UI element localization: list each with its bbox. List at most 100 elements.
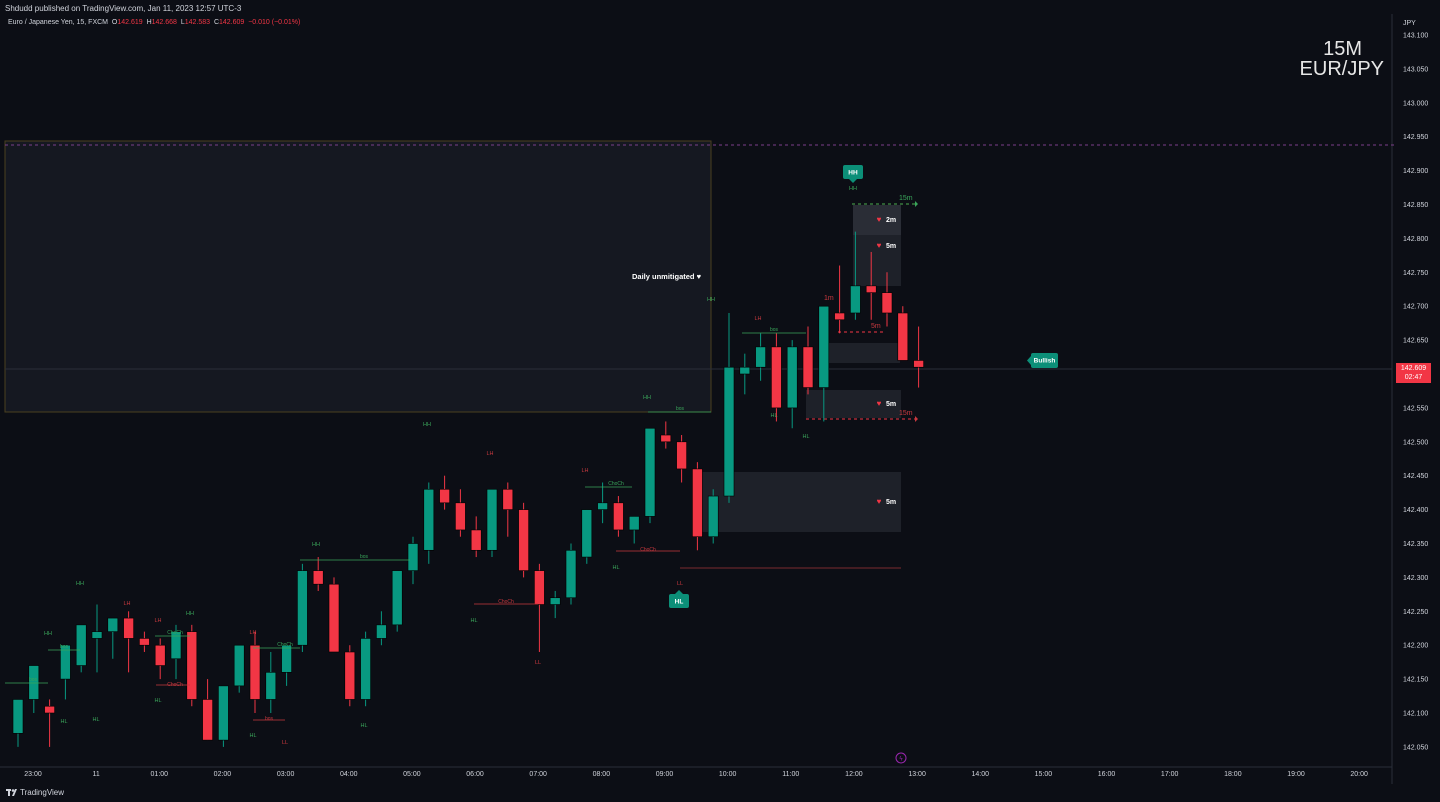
heart-icon: ♥ [877, 241, 882, 250]
zone-1m [822, 343, 900, 363]
liq-1m-label: 1m [824, 295, 834, 302]
candle-body [249, 644, 261, 700]
x-tick-label: 11:00 [782, 771, 799, 778]
candle-body [723, 366, 735, 497]
candle-body [802, 346, 814, 388]
candle-body [44, 705, 55, 714]
y-tick-label: 143.100 [1403, 33, 1428, 40]
structure-label: HL [470, 618, 477, 624]
structure-label: HH [643, 395, 651, 401]
structure-label: HH [423, 422, 431, 428]
currency-label: JPY [1403, 20, 1416, 27]
x-tick-label: 07:00 [529, 771, 547, 778]
candle-body [91, 631, 103, 639]
candle-body [771, 346, 782, 409]
liq-15m-high-label: 15m [899, 195, 913, 202]
y-tick-label: 142.650 [1403, 338, 1428, 345]
structure-label: HL [92, 717, 99, 723]
close-label: C [213, 19, 219, 26]
x-tick-label: 10:00 [719, 771, 737, 778]
candle-body [881, 292, 893, 314]
candle-body [376, 624, 387, 639]
candle-body [60, 644, 71, 680]
y-tick-label: 142.200 [1403, 643, 1428, 650]
watermark-timeframe: 15M [1323, 38, 1362, 60]
candle-body [581, 509, 593, 558]
x-tick-label: 03:00 [277, 771, 295, 778]
y-tick-label: 142.750 [1403, 270, 1428, 277]
brand-name[interactable]: TradingView [20, 788, 65, 797]
publish-text: Shdudd published on TradingView.com, Jan… [5, 4, 242, 13]
y-tick-label: 142.350 [1403, 541, 1428, 548]
candle-body [850, 285, 861, 314]
hl-badge-text: HL [675, 599, 684, 606]
symbol-name[interactable]: Euro / Japanese Yen, 15, FXCM [8, 19, 109, 26]
x-tick-label: 16:00 [1098, 771, 1116, 778]
zone-5m-mid [806, 390, 901, 418]
x-tick-label: 06:00 [466, 771, 484, 778]
x-tick-label: 08:00 [593, 771, 611, 778]
candle-body [818, 305, 830, 388]
event-lightning-icon [895, 752, 907, 764]
structure-line-label: bos [29, 677, 38, 683]
x-tick-label: 17:00 [1161, 771, 1179, 778]
structure-label: HH [76, 581, 84, 587]
last-price-label: 142.609 02:47 [1396, 363, 1431, 383]
y-tick-label: 142.250 [1403, 609, 1428, 616]
open-label: O [111, 19, 118, 26]
candle-body [328, 583, 340, 653]
candle-body [202, 699, 213, 741]
structure-line-label: ChoCh [640, 547, 656, 553]
structure-label: LL [677, 581, 683, 587]
structure-line-label: ChoCh [277, 642, 293, 648]
liq-5m-label: 5m [871, 323, 881, 330]
structure-line-label: bos [676, 406, 685, 412]
candle-body [12, 699, 24, 734]
candle-body [360, 638, 371, 700]
structure-label: HH [849, 186, 857, 192]
y-tick-label: 142.850 [1403, 202, 1428, 209]
structure-label: HL [249, 733, 256, 739]
y-tick-label: 142.300 [1403, 575, 1428, 582]
bullish-badge [1031, 353, 1058, 368]
candle-body [123, 617, 134, 639]
structure-label: HH [44, 631, 52, 637]
arrow-icon [915, 416, 918, 422]
structure-label: LH [249, 630, 256, 636]
candle-body [549, 597, 561, 605]
candle-body [218, 685, 229, 741]
heart-icon: ♥ [877, 497, 882, 506]
x-tick-label: 11 [93, 771, 100, 778]
x-tick-label: 04:00 [340, 771, 358, 778]
tradingview-logo-icon[interactable] [6, 788, 18, 797]
x-tick-label: 15:00 [1035, 771, 1053, 778]
low-value: 142.583 [184, 19, 211, 26]
publish-bar: Shdudd published on TradingView.com, Jan… [0, 0, 1440, 16]
daily-unmitigated-label: Daily unmitigated ♥ [632, 272, 702, 281]
candle-body [233, 644, 245, 687]
candle-body [186, 631, 198, 700]
y-tick-label: 142.500 [1403, 439, 1428, 446]
x-tick-label: 02:00 [214, 771, 232, 778]
candle-body [502, 488, 514, 510]
candle-body [755, 346, 766, 368]
bullish-badge-pointer [1027, 356, 1031, 365]
y-tick-label: 142.400 [1403, 507, 1428, 514]
y-tick-label: 142.900 [1403, 168, 1428, 175]
structure-label: LH [754, 316, 761, 322]
structure-label: HL [612, 565, 619, 571]
high-value: 142.668 [151, 19, 177, 26]
candle-body [439, 488, 450, 504]
close-value: 142.609 [219, 19, 245, 26]
candle-body [644, 427, 656, 517]
candle-body [597, 502, 608, 510]
structure-line-label: bos [265, 716, 274, 722]
structure-line-label: bos [60, 644, 69, 650]
liq-15m-low-label: 15m [899, 410, 913, 417]
candle-body [407, 543, 419, 571]
structure-label: HL [154, 698, 161, 704]
x-tick-label: 23:00 [24, 771, 42, 778]
last-price-value: 142.609 [1400, 365, 1427, 372]
candle-body [786, 346, 798, 409]
